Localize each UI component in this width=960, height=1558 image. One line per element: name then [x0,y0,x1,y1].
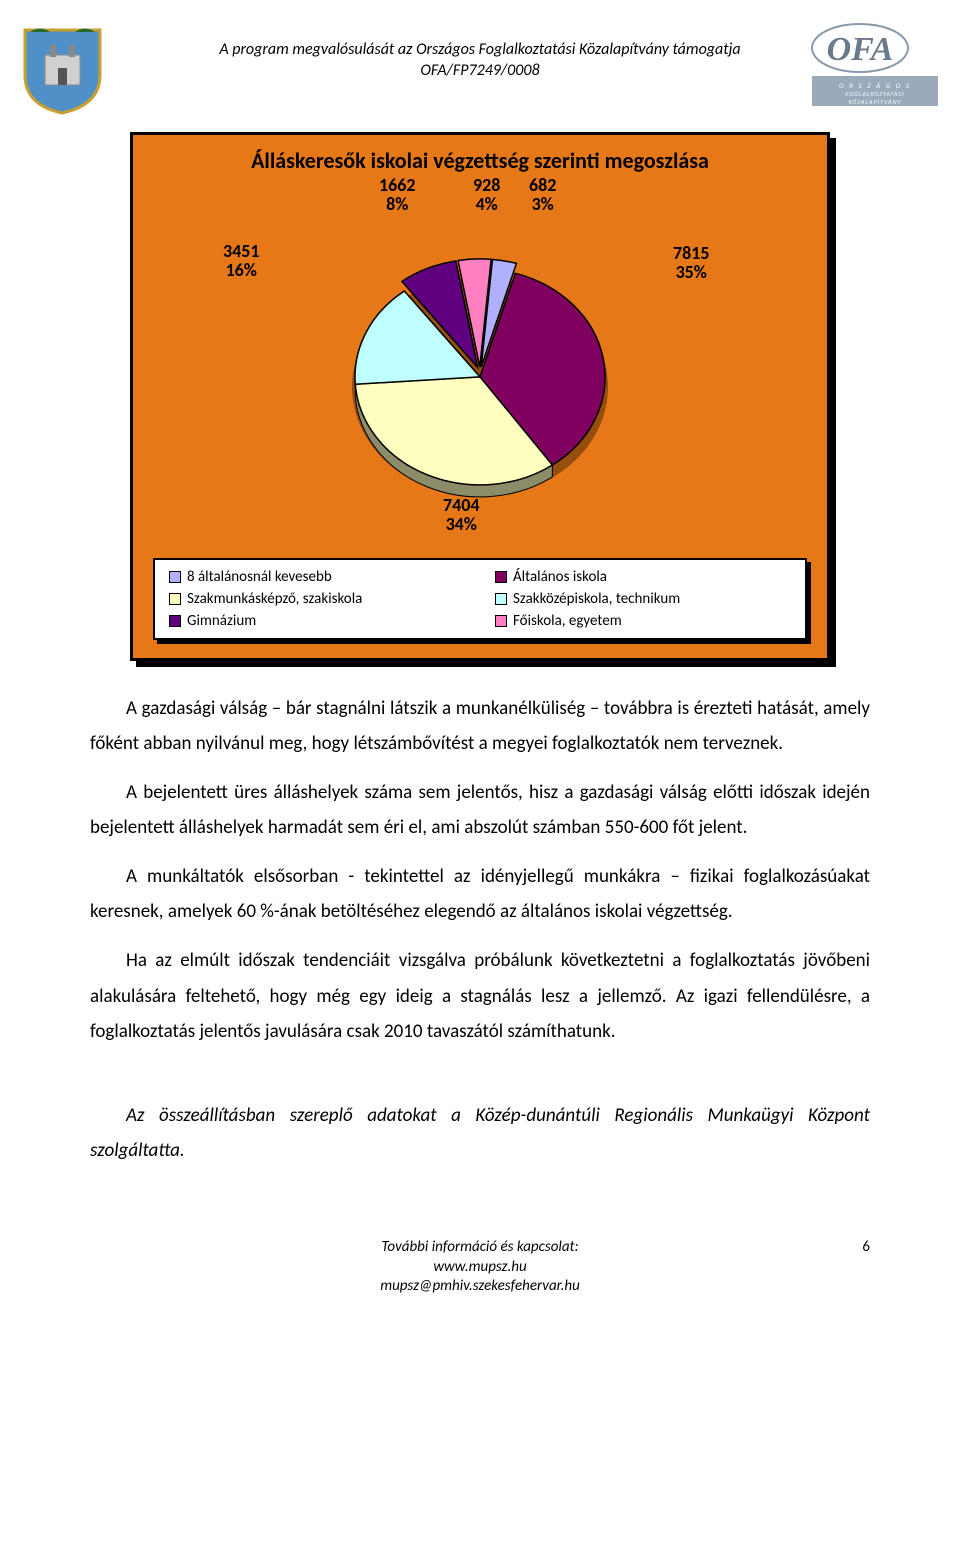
legend-item: Szakközépiskola, technikum [495,590,791,608]
chart-data-label: 9284% [473,176,500,216]
svg-text:KÖZALAPÍTVÁNY: KÖZALAPÍTVÁNY [849,98,902,106]
footer-line-1: További információ és kapcsolat: [90,1238,870,1258]
chart-data-label: 6823% [529,176,556,216]
legend-swatch [169,615,181,627]
pie-chart-icon [340,236,620,516]
footer-line-2: www.mupsz.hu [90,1258,870,1278]
document-page: OFA O R S Z Á G O S FOGLALKOZTATÁSI KÖZA… [0,0,960,1327]
header-line-1: A program megvalósulását az Országos Fog… [90,40,870,61]
legend-swatch [169,571,181,583]
paragraph-4: Ha az elmúlt időszak tendenciáit vizsgál… [90,943,870,1048]
legend-swatch [495,571,507,583]
legend-label: Főiskola, egyetem [513,612,622,630]
legend-item: Főiskola, egyetem [495,612,791,630]
chart-data-label: 740434% [443,496,480,536]
paragraph-3: A munkáltatók elsősorban - tekintettel a… [90,859,870,929]
legend-item: Gimnázium [169,612,465,630]
svg-text:FOGLALKOZTATÁSI: FOGLALKOZTATÁSI [845,90,904,98]
legend-item: 8 általánosnál kevesebb [169,568,465,586]
paragraph-2: A bejelentett üres álláshelyek száma sem… [90,775,870,845]
chart-data-label: 345116% [223,242,260,282]
legend-swatch [495,593,507,605]
legend-label: Szakközépiskola, technikum [513,590,680,608]
header-line-2: OFA/FP7249/0008 [90,61,870,82]
pie-chart-container: Álláskeresők iskolai végzettség szerinti… [130,132,830,661]
svg-text:O R S Z Á G O S: O R S Z Á G O S [839,81,911,90]
chart-data-label: 16628% [379,176,416,216]
page-header: OFA O R S Z Á G O S FOGLALKOZTATÁSI KÖZA… [90,40,870,82]
paragraph-1: A gazdasági válság – bár stagnálni látsz… [90,691,870,761]
chart-title: Álláskeresők iskolai végzettség szerinti… [153,147,807,174]
chart-data-label: 781535% [673,244,710,284]
page-number: 6 [862,1238,870,1258]
legend-swatch [169,593,181,605]
legend-label: Szakmunkásképző, szakiskola [187,590,362,608]
chart-plot-area: 6823% 781535% 740434% 345116% 16628% 9284% [153,178,807,558]
page-footer: 6 További információ és kapcsolat: www.m… [90,1238,870,1297]
legend-label: Gimnázium [187,612,256,630]
chart-legend: 8 általánosnál kevesebb Általános iskola S… [153,558,807,640]
footer-line-3: mupsz@pmhiv.szekesfehervar.hu [90,1277,870,1297]
legend-item: Szakmunkásképző, szakiskola [169,590,465,608]
legend-label: Általános iskola [513,568,607,586]
legend-swatch [495,615,507,627]
legend-item: Általános iskola [495,568,791,586]
legend-label: 8 általánosnál kevesebb [187,568,332,586]
paragraph-5: Az összeállításban szereplő adatokat a K… [90,1098,870,1168]
body-text: A gazdasági válság – bár stagnálni látsz… [90,691,870,1169]
